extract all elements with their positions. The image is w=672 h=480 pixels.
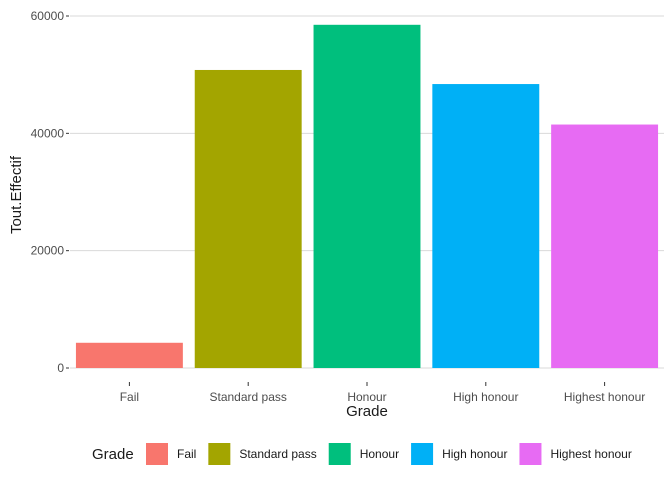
legend-label: Standard pass (239, 447, 316, 461)
legend-title: Grade (92, 446, 134, 463)
legend-label: Honour (360, 447, 399, 461)
legend-label: Highest honour (550, 447, 631, 461)
x-tick-label: Honour (347, 390, 386, 404)
y-tick-label: 0 (57, 361, 64, 375)
y-axis-title: Tout.Effectif (8, 155, 25, 234)
legend: Grade Fail Standard pass Honour High honour… (92, 443, 632, 465)
legend-key (328, 443, 351, 465)
bar-highest-honour (551, 124, 659, 369)
x-tick-label: Highest honour (564, 390, 645, 404)
legend-label: High honour (442, 447, 507, 461)
bar-honour (313, 24, 421, 369)
axis-layer: 0 20000 40000 60000 Fail Standard pass Honour H… (31, 9, 646, 404)
x-tick-label: Standard pass (210, 390, 287, 404)
y-tick-label: 60000 (31, 9, 65, 23)
x-axis-title: Grade (346, 403, 388, 420)
bar-high-honour (432, 84, 540, 368)
bar-layer (75, 24, 659, 369)
x-tick-label: High honour (453, 390, 518, 404)
bar-fail (75, 342, 183, 368)
legend-key (519, 443, 542, 465)
y-tick-label: 20000 (31, 244, 65, 258)
legend-key (146, 443, 168, 465)
y-tick-label: 40000 (31, 126, 65, 140)
legend-key (208, 443, 231, 465)
x-tick-label: Fail (120, 390, 139, 404)
legend-label: Fail (177, 447, 196, 461)
legend-key (411, 443, 434, 465)
bar-standard-pass (194, 69, 302, 369)
